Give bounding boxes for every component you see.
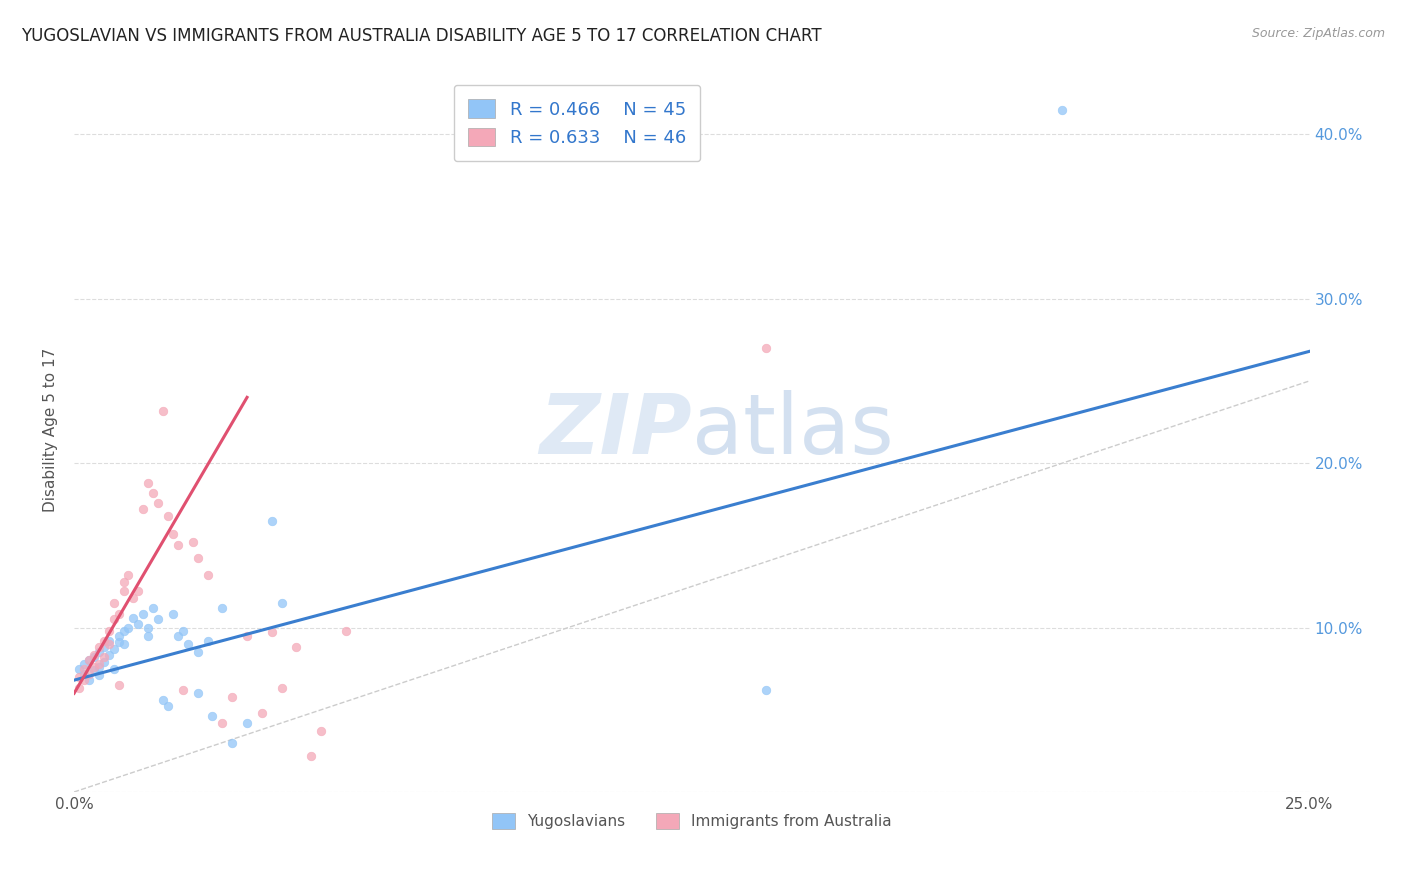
Text: ZIP: ZIP (538, 390, 692, 471)
Point (162, 526, 184, 541)
Point (167, 629, 190, 643)
Point (755, 341, 778, 355)
Point (77, 653, 100, 667)
Point (197, 568, 219, 582)
Point (103, 596, 125, 610)
Point (87, 668, 110, 682)
Point (112, 584, 135, 599)
Point (112, 637, 135, 651)
Point (87, 645, 110, 659)
Point (136, 629, 159, 643)
Point (146, 495, 169, 509)
Point (285, 640, 308, 655)
Point (93, 633, 115, 648)
Point (172, 683, 194, 698)
Point (83, 663, 105, 677)
Point (201, 709, 224, 723)
Point (132, 607, 155, 622)
Point (127, 584, 149, 599)
Point (103, 641, 125, 656)
Point (156, 508, 179, 523)
Point (67, 662, 90, 676)
Point (146, 612, 169, 626)
Point (156, 699, 179, 714)
Point (142, 485, 165, 500)
Point (87, 660, 110, 674)
Point (77, 666, 100, 681)
Point (97, 633, 120, 648)
Point (97, 624, 120, 638)
Point (112, 574, 135, 589)
Point (211, 715, 233, 730)
Point (77, 653, 100, 667)
Text: atlas: atlas (692, 390, 894, 471)
Point (97, 648, 120, 663)
Point (83, 660, 105, 674)
Point (236, 715, 259, 730)
Point (260, 514, 283, 528)
Point (136, 621, 159, 635)
Point (142, 600, 165, 615)
Point (260, 625, 283, 640)
Point (67, 681, 90, 696)
Point (103, 662, 125, 676)
Point (197, 633, 219, 648)
Point (93, 650, 115, 665)
Point (187, 686, 209, 700)
Point (187, 551, 209, 566)
Point (73, 662, 96, 676)
Point (93, 640, 115, 655)
Point (73, 657, 96, 671)
Point (107, 629, 129, 643)
Point (73, 666, 96, 681)
Point (97, 637, 120, 651)
Point (236, 629, 259, 643)
Point (73, 673, 96, 688)
Point (1052, 103, 1074, 117)
Y-axis label: Disability Age 5 to 17: Disability Age 5 to 17 (44, 348, 58, 512)
Point (136, 475, 159, 490)
Point (152, 693, 174, 707)
Point (299, 748, 322, 763)
Point (270, 596, 292, 610)
Point (77, 673, 100, 688)
Point (250, 706, 273, 720)
Point (270, 681, 292, 696)
Point (127, 617, 149, 632)
Text: YUGOSLAVIAN VS IMMIGRANTS FROM AUSTRALIA DISABILITY AGE 5 TO 17 CORRELATION CHAR: YUGOSLAVIAN VS IMMIGRANTS FROM AUSTRALIA… (21, 27, 821, 45)
Point (162, 607, 184, 622)
Point (167, 538, 190, 552)
Point (112, 624, 135, 638)
Point (87, 640, 110, 655)
Point (335, 624, 357, 638)
Point (93, 655, 115, 669)
Point (211, 600, 233, 615)
Point (172, 624, 194, 638)
Point (103, 612, 125, 626)
Point (122, 610, 145, 624)
Point (87, 657, 110, 671)
Point (177, 637, 200, 651)
Text: Source: ZipAtlas.com: Source: ZipAtlas.com (1251, 27, 1385, 40)
Point (107, 678, 129, 692)
Point (152, 403, 174, 417)
Point (309, 724, 332, 739)
Point (107, 607, 129, 622)
Legend: Yugoslavians, Immigrants from Australia: Yugoslavians, Immigrants from Australia (486, 806, 897, 835)
Point (83, 648, 105, 663)
Point (122, 591, 145, 605)
Point (117, 568, 139, 582)
Point (107, 635, 129, 649)
Point (117, 621, 139, 635)
Point (67, 670, 90, 684)
Point (187, 645, 209, 659)
Point (755, 683, 778, 698)
Point (181, 535, 204, 549)
Point (221, 690, 243, 704)
Point (83, 650, 105, 665)
Point (221, 736, 243, 750)
Point (132, 502, 155, 516)
